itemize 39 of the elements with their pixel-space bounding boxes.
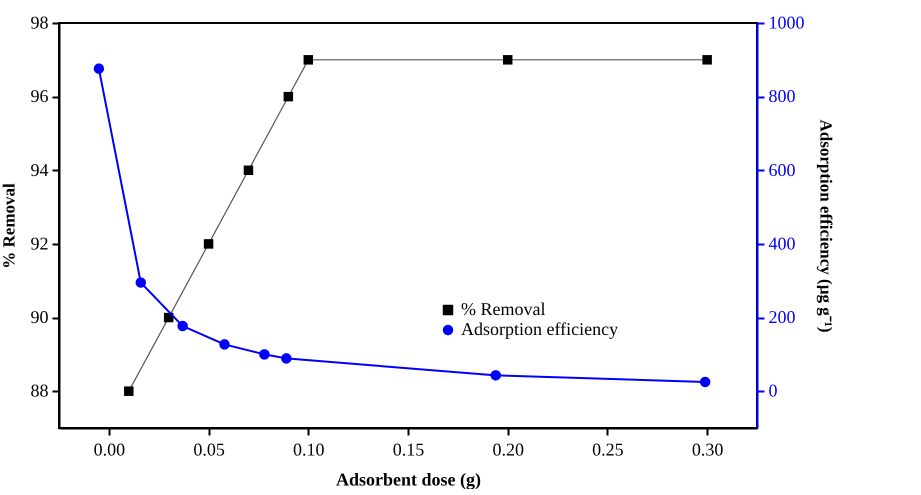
y2-tick-label: 800 — [768, 86, 796, 106]
point — [219, 339, 230, 350]
y2-tick-label: 200 — [768, 307, 796, 328]
y2-tick-label: 1000 — [768, 12, 804, 32]
point — [204, 239, 214, 249]
point — [124, 386, 134, 396]
y-tick-label: 88 — [30, 380, 48, 401]
y-tick-label: 96 — [30, 86, 48, 106]
point — [700, 376, 710, 388]
y2-tick-label: 400 — [768, 233, 796, 254]
x-tick-label: 0.00 — [94, 440, 126, 460]
point — [702, 55, 712, 65]
point — [94, 63, 104, 74]
point — [259, 349, 270, 360]
x-tick-label: 0.10 — [293, 440, 325, 460]
legend-label: % Removal — [461, 299, 546, 319]
legend-label: Adsorption efficiency — [461, 319, 618, 339]
point — [244, 166, 254, 176]
y-tick-label: 94 — [30, 160, 48, 180]
x-tick-label: 0.30 — [692, 440, 724, 460]
point — [304, 55, 314, 65]
y-tick-label: 92 — [30, 233, 48, 254]
point — [502, 55, 512, 65]
point — [164, 312, 174, 322]
y-tick-label: 90 — [30, 307, 48, 328]
x-tick-label: 0.15 — [392, 440, 424, 460]
x-tick-label: 0.20 — [492, 440, 524, 460]
point — [177, 320, 188, 332]
point — [490, 370, 501, 381]
x-tick-label: 0.05 — [193, 440, 225, 460]
y2-tick-label: 600 — [768, 160, 796, 180]
y2-axis-title: Adsorption efficiency (µg g⁻¹) — [816, 119, 836, 333]
point — [284, 92, 294, 102]
y-tick-label: 98 — [30, 12, 48, 32]
point — [136, 277, 146, 288]
y-axis-title: % Removal — [0, 183, 18, 269]
y2-tick-label: 0 — [768, 380, 778, 401]
point — [281, 353, 292, 364]
x-tick-label: 0.25 — [592, 440, 624, 460]
